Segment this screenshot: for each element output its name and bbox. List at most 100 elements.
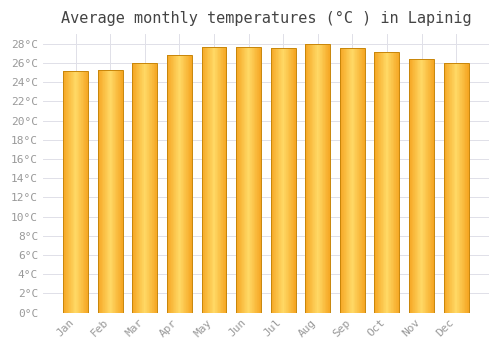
Bar	[344, 48, 345, 313]
Bar	[101, 70, 102, 313]
Bar	[66, 71, 67, 313]
Bar	[116, 70, 117, 313]
Bar	[106, 70, 107, 313]
Bar	[73, 71, 74, 313]
Bar	[306, 44, 308, 313]
Bar	[399, 52, 400, 313]
Bar	[245, 47, 246, 313]
Bar	[396, 52, 397, 313]
Bar	[254, 47, 255, 313]
Bar	[329, 44, 330, 313]
Bar	[324, 44, 326, 313]
Bar	[172, 55, 174, 313]
Bar	[279, 48, 280, 313]
Bar	[168, 55, 169, 313]
Bar	[277, 48, 278, 313]
Bar	[144, 63, 145, 313]
Bar	[248, 47, 250, 313]
Bar	[465, 63, 466, 313]
Bar	[208, 47, 209, 313]
Bar	[136, 63, 137, 313]
Bar	[242, 47, 243, 313]
Bar	[216, 47, 217, 313]
Bar	[342, 48, 343, 313]
Bar	[178, 55, 179, 313]
Bar	[451, 63, 452, 313]
Bar	[250, 47, 251, 313]
Bar	[361, 48, 362, 313]
Bar	[427, 59, 428, 313]
Bar	[251, 47, 252, 313]
Bar	[385, 52, 386, 313]
Bar	[173, 55, 174, 313]
Bar	[398, 52, 399, 313]
Bar	[150, 63, 151, 313]
Bar	[185, 55, 186, 313]
Bar	[182, 55, 183, 313]
Bar	[255, 47, 256, 313]
Bar	[118, 70, 119, 313]
Bar	[295, 48, 296, 313]
Bar	[380, 52, 382, 313]
Bar	[83, 71, 84, 313]
Bar	[360, 48, 361, 313]
Bar	[448, 63, 450, 313]
Bar	[210, 47, 211, 313]
Bar	[409, 59, 410, 313]
Bar	[446, 63, 447, 313]
Bar	[417, 59, 418, 313]
Bar	[327, 44, 328, 313]
Bar	[358, 48, 360, 313]
Bar	[99, 70, 100, 313]
Bar	[186, 55, 187, 313]
Bar	[153, 63, 154, 313]
Bar	[184, 55, 185, 313]
Bar	[98, 70, 122, 313]
Bar	[241, 47, 242, 313]
Bar	[462, 63, 463, 313]
Bar	[189, 55, 190, 313]
Bar	[258, 47, 260, 313]
Bar	[238, 47, 240, 313]
Bar	[412, 59, 413, 313]
Bar	[176, 55, 177, 313]
Bar	[132, 63, 158, 313]
Bar	[317, 44, 318, 313]
Bar	[461, 63, 462, 313]
Bar	[142, 63, 143, 313]
Bar	[421, 59, 422, 313]
Bar	[211, 47, 212, 313]
Bar	[314, 44, 316, 313]
Bar	[306, 44, 330, 313]
Bar	[392, 52, 393, 313]
Bar	[466, 63, 467, 313]
Bar	[410, 59, 411, 313]
Bar	[180, 55, 181, 313]
Bar	[274, 48, 275, 313]
Bar	[294, 48, 295, 313]
Bar	[151, 63, 152, 313]
Bar	[253, 47, 254, 313]
Bar	[86, 71, 87, 313]
Bar	[466, 63, 468, 313]
Bar	[456, 63, 458, 313]
Bar	[76, 71, 77, 313]
Bar	[393, 52, 394, 313]
Bar	[206, 47, 207, 313]
Bar	[418, 59, 419, 313]
Bar	[447, 63, 448, 313]
Bar	[224, 47, 226, 313]
Bar	[209, 47, 210, 313]
Bar	[138, 63, 140, 313]
Bar	[347, 48, 348, 313]
Bar	[137, 63, 138, 313]
Bar	[395, 52, 396, 313]
Bar	[270, 48, 272, 313]
Bar	[180, 55, 182, 313]
Bar	[220, 47, 221, 313]
Bar	[376, 52, 377, 313]
Bar	[154, 63, 155, 313]
Bar	[273, 48, 274, 313]
Bar	[432, 59, 433, 313]
Bar	[84, 71, 85, 313]
